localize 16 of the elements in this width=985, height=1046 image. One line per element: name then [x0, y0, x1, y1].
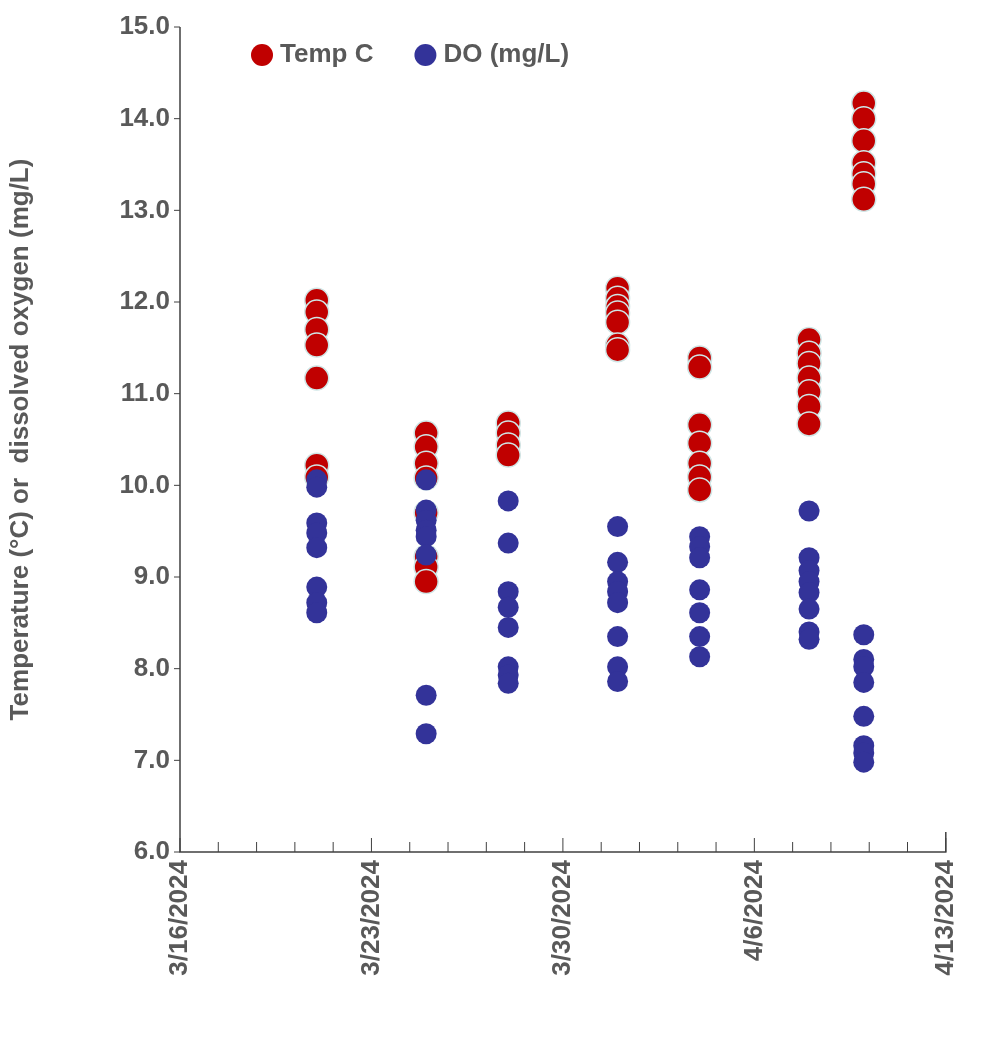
y-tick-label: 15.0: [119, 10, 170, 41]
x-tick-label: 4/13/2024: [928, 859, 959, 976]
x-tick-label: 4/6/2024: [737, 859, 768, 962]
y-tick-label: 8.0: [133, 651, 170, 682]
y-axis-title: Temperature (°C) or dissolved oxygen (mg/L): [3, 158, 34, 721]
y-tick-label: 9.0: [133, 560, 170, 591]
x-tick-label: 3/23/2024: [354, 859, 385, 976]
y-tick-label: 13.0: [119, 193, 170, 224]
y-tick-label: 7.0: [133, 743, 170, 774]
y-tick-label: 10.0: [119, 468, 170, 499]
legend-label: DO (mg/L): [443, 38, 570, 69]
y-tick-label: 11.0: [120, 376, 170, 407]
y-tick-label: 12.0: [119, 285, 170, 316]
x-tick-label: 3/30/2024: [546, 859, 577, 976]
y-tick-label: 14.0: [119, 101, 170, 132]
legend-label: Temp C: [280, 38, 374, 69]
